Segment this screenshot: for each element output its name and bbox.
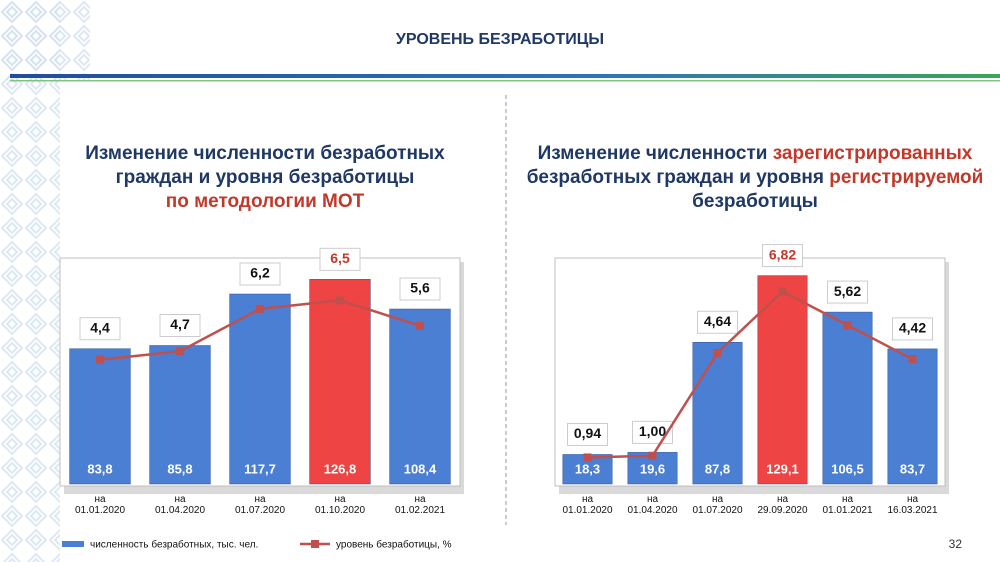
- legend-label: уровень безработицы, %: [336, 539, 452, 551]
- rate-label-box: [319, 247, 361, 271]
- bar-value-label: 126,8: [324, 461, 357, 476]
- line-marker: [908, 355, 917, 364]
- header-line: [10, 80, 1000, 82]
- line-marker: [778, 287, 787, 296]
- bar: [69, 348, 131, 485]
- rate-label-box: [567, 422, 608, 446]
- x-tick-label: на 01.04.2020: [627, 494, 678, 516]
- x-tick-label: на 01.07.2020: [692, 494, 743, 516]
- bar: [309, 279, 371, 485]
- line-marker: [713, 348, 722, 357]
- legend-swatch: [62, 541, 84, 547]
- bar: [229, 293, 291, 485]
- bar-value-label: 83,7: [900, 461, 925, 476]
- rate-label-box: [697, 310, 738, 334]
- rate-value-label: 6,82: [769, 246, 796, 262]
- rate-value-label: 4,42: [899, 320, 926, 336]
- bar-value-label: 19,6: [640, 461, 665, 476]
- title-part: безработицы: [692, 191, 818, 212]
- rate-value-label: 5,62: [834, 283, 861, 299]
- rate-value-label: 5,6: [410, 280, 430, 296]
- title-part: Изменение численности безработных гражда…: [85, 143, 445, 188]
- bar: [692, 342, 743, 485]
- chart-title: Изменение численности зарегистрированных…: [510, 142, 1000, 214]
- ornament: [0, 0, 60, 562]
- bar-value-label: 129,1: [766, 461, 799, 476]
- x-tick-label: на 01.10.2020: [314, 494, 366, 516]
- x-tick-label: на 01.04.2020: [154, 494, 206, 516]
- rate-label-box: [159, 313, 201, 337]
- x-tick-label: на 29.09.2020: [757, 494, 808, 516]
- title-part: Изменение численности: [537, 143, 773, 164]
- slide-title: УРОВЕНЬ БЕЗРАБОТИЦЫ: [396, 31, 604, 48]
- rate-label-box: [827, 280, 868, 304]
- rate-value-label: 0,94: [574, 425, 601, 441]
- bar: [149, 345, 211, 485]
- line-marker: [843, 321, 852, 330]
- ornament: [0, 0, 90, 80]
- rate-label-box: [79, 317, 121, 341]
- line-marker: [583, 453, 592, 462]
- legend-swatch: [311, 540, 319, 548]
- title-part: зарегистрированных: [772, 143, 973, 164]
- bar-value-label: 83,8: [87, 461, 112, 476]
- plot-area: [554, 257, 946, 487]
- line: [587, 289, 914, 459]
- rate-value-label: 1,00: [639, 423, 666, 439]
- legend-label: численность безработных, тыс. чел.: [90, 539, 258, 551]
- rate-value-label: 4,4: [90, 319, 110, 335]
- title-part: по методологии МОТ: [165, 191, 365, 212]
- x-tick-label: на 01.01.2021: [822, 494, 873, 516]
- bar: [757, 275, 808, 485]
- header-line: [10, 74, 1000, 78]
- line-marker: [96, 355, 104, 364]
- x-tick-label: на 01.02.2021: [394, 494, 446, 516]
- bar-value-label: 18,3: [575, 461, 600, 476]
- bar-value-label: 117,7: [244, 461, 276, 476]
- rate-label-box: [762, 244, 803, 268]
- rate-value-label: 4,64: [704, 313, 731, 329]
- line-marker: [648, 451, 657, 460]
- chart-title: Изменение численности безработных гражда…: [55, 142, 475, 214]
- bar: [887, 348, 938, 485]
- x-tick-label: на 01.07.2020: [234, 494, 286, 516]
- title-part: регистрируемой: [829, 167, 984, 188]
- x-tick-label: на 01.01.2020: [562, 494, 613, 516]
- line-marker: [176, 347, 184, 356]
- line-marker: [256, 304, 264, 313]
- bar-value-label: 106,5: [831, 461, 864, 476]
- bar: [389, 308, 451, 485]
- rate-value-label: 4,7: [170, 316, 190, 332]
- bar: [822, 311, 873, 485]
- line-marker: [336, 296, 344, 305]
- page-number: 32: [949, 537, 963, 551]
- bar-value-label: 87,8: [705, 461, 730, 476]
- rate-value-label: 6,2: [250, 265, 270, 281]
- rate-value-label: 6,5: [330, 250, 350, 266]
- line-marker: [416, 321, 424, 330]
- x-tick-label: на 01.01.2020: [74, 494, 126, 516]
- title-part: безработных граждан и уровня: [526, 167, 830, 188]
- rate-label-box: [892, 317, 933, 341]
- rate-label-box: [239, 262, 281, 286]
- rate-label-box: [399, 277, 441, 301]
- x-tick-label: на 16.03.2021: [887, 494, 938, 516]
- bar-value-label: 108,4: [404, 461, 437, 476]
- bar-value-label: 85,8: [167, 461, 192, 476]
